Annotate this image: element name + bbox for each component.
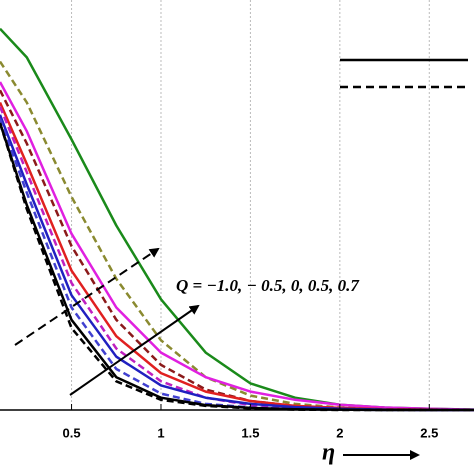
- x-tick-label: 2.5: [420, 425, 438, 440]
- x-tick-label: 1: [157, 425, 164, 440]
- x-tick-label: 1.5: [241, 425, 259, 440]
- series-line: [0, 106, 474, 412]
- x-tick-label: 2: [336, 425, 343, 440]
- arrow-solid: [69, 304, 200, 396]
- x-axis-label: η: [322, 440, 335, 466]
- x-tick-label: 0.5: [63, 425, 81, 440]
- series-line: [0, 60, 474, 412]
- grid: [71, 0, 430, 410]
- arrow-dashed: [14, 247, 160, 346]
- series-line: [0, 81, 474, 411]
- annotation: Q = −1.0, − 0.5, 0, 0.5, 0.7: [176, 276, 360, 295]
